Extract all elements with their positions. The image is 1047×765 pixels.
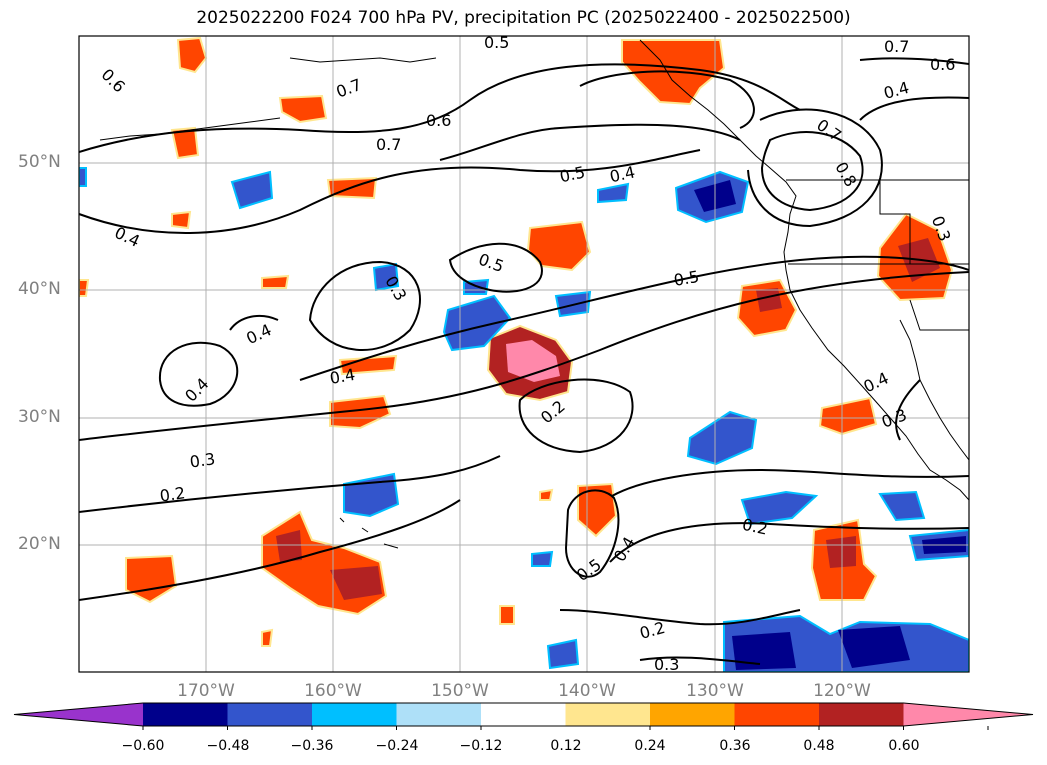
colorbar [13, 702, 1034, 730]
lon-label-150w: 150°W [431, 681, 489, 701]
precip-positive-fills [79, 36, 954, 647]
contour-label: 0.6 [930, 55, 955, 74]
contour-label: 0.2 [159, 483, 187, 505]
contour-label: 0.5 [672, 267, 700, 290]
lat-label-20n: 20°N [18, 534, 61, 554]
colorbar-segment [734, 703, 820, 726]
lon-label-170w: 170°W [177, 681, 235, 701]
lon-label-130w: 130°W [686, 681, 744, 701]
colorbar-tick-label: 0.48 [803, 738, 835, 754]
lon-label-160w: 160°W [304, 681, 362, 701]
colorbar-segment [227, 703, 313, 726]
colorbar-tick-label: 0.12 [550, 738, 582, 754]
map-frame [78, 35, 970, 673]
colorbar-tick-label: −0.60 [121, 738, 165, 754]
contour-label: 0.5 [558, 162, 587, 186]
contour-label: 0.6 [426, 111, 451, 130]
colorbar-tick-label: −0.24 [375, 738, 419, 754]
colorbar-segment [819, 703, 904, 726]
contour-label: 0.4 [328, 365, 356, 388]
colorbar-segment [312, 703, 397, 726]
colorbar-extend-low [14, 703, 143, 726]
colorbar-tick-label: 0.24 [634, 738, 666, 754]
pv-contours [79, 57, 969, 665]
contour-label: 0.5 [484, 33, 509, 52]
contour-label: 0.3 [654, 655, 679, 674]
contour-label: 0.4 [608, 162, 637, 186]
colorbar-tick-label: −0.48 [206, 738, 250, 754]
page-title: 2025022200 F024 700 hPa PV, precipitatio… [196, 8, 851, 28]
colorbar-tick-label: 0.36 [719, 738, 751, 754]
colorbar-tick-label: −0.36 [290, 738, 334, 754]
lat-label-50n: 50°N [18, 152, 61, 172]
colorbar-segment [565, 703, 651, 726]
contour-label: 0.2 [741, 515, 770, 539]
lon-label-120w: 120°W [813, 681, 871, 701]
contour-label: 0.7 [376, 135, 401, 154]
colorbar-segment [481, 703, 566, 726]
lon-label-140w: 140°W [558, 681, 616, 701]
colorbar-extend-high [903, 703, 1033, 726]
contour-label: 0.7 [884, 37, 909, 56]
colorbar-segment [396, 703, 482, 726]
precip-negative-fills [79, 167, 969, 672]
lat-label-30n: 30°N [18, 407, 61, 427]
map-panel: 0.6 0.5 0.7 0.7 0.6 0.4 0.7 0.6 0.5 0.4 … [79, 33, 969, 674]
coastlines [99, 39, 969, 549]
colorbar-tick-label: 0.60 [888, 738, 920, 754]
contour-label: 0.3 [189, 449, 217, 471]
colorbar-tick-label: −0.12 [459, 738, 503, 754]
lat-label-40n: 40°N [18, 279, 61, 299]
colorbar-segment [143, 703, 228, 726]
colorbar-segment [650, 703, 735, 726]
